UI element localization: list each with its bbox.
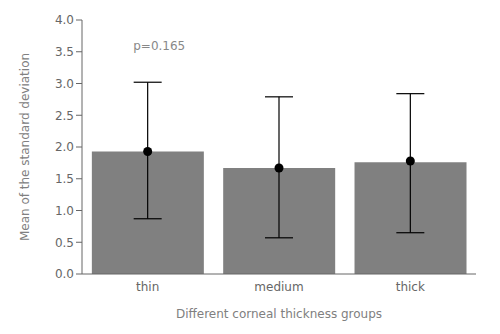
html-text:p=0.165: p=0.165: [133, 39, 186, 53]
svg-text:medium: medium: [254, 280, 303, 294]
svg-text:0.5: 0.5: [55, 236, 74, 250]
svg-text:3.5: 3.5: [55, 45, 74, 59]
svg-text:thin: thin: [136, 280, 159, 294]
svg-text:Different corneal thickness gr: Different corneal thickness groups: [176, 307, 382, 321]
svg-text:2.0: 2.0: [55, 140, 74, 154]
svg-text:thick: thick: [396, 280, 425, 294]
svg-text:1.5: 1.5: [55, 172, 74, 186]
svg-text:1.0: 1.0: [55, 204, 74, 218]
svg-text:0.0: 0.0: [55, 267, 74, 281]
svg-text:4.0: 4.0: [55, 13, 74, 27]
svg-text:Mean of the standard deviation: Mean of the standard deviation: [18, 53, 32, 241]
svg-text:3.0: 3.0: [55, 77, 74, 91]
svg-text:2.5: 2.5: [55, 109, 74, 123]
